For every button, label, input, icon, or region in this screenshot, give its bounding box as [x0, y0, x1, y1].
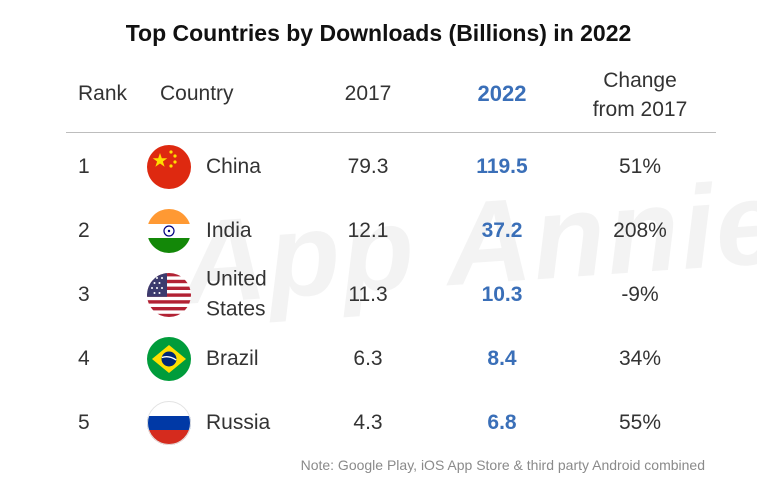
- value-2017-cell: 79.3: [347, 155, 389, 178]
- chart-title: Top Countries by Downloads (Billions) in…: [125, 20, 632, 46]
- country-cell: Brazil: [206, 346, 259, 370]
- value-2017-cell: 4.3: [353, 411, 383, 434]
- header-country: Country: [160, 82, 234, 105]
- russia-flag-icon: [147, 401, 191, 445]
- value-2017-cell: 12.1: [347, 219, 389, 242]
- china-flag-icon: [147, 145, 191, 189]
- country-cell: India: [206, 218, 252, 242]
- table-row: 5 Russia 4.3 6.8 55%: [0, 391, 757, 455]
- value-2022-cell: 8.4: [487, 347, 517, 370]
- change-cell: 34%: [618, 347, 662, 370]
- value-2022-cell: 10.3: [481, 283, 523, 306]
- rank-cell: 5: [78, 411, 90, 434]
- rank-cell: 3: [78, 283, 90, 306]
- india-flag-icon: [147, 209, 191, 253]
- header-change: Change from 2017: [585, 66, 695, 125]
- brazil-flag-icon: [147, 337, 191, 381]
- united-states-flag-icon: [147, 273, 191, 317]
- header-change-line1: Change: [603, 69, 677, 92]
- table-row: 2 India 12.1 37.2 208%: [0, 199, 757, 263]
- change-cell: 55%: [618, 411, 662, 434]
- country-line2: States: [206, 298, 266, 321]
- country-cell: China: [206, 154, 261, 178]
- value-2022-cell: 119.5: [476, 155, 528, 178]
- rank-cell: 2: [78, 219, 90, 242]
- header-rank: Rank: [78, 82, 128, 105]
- table-row: 4 Brazil 6.3 8.4 34%: [0, 327, 757, 391]
- header-2017: 2017: [344, 82, 392, 105]
- change-cell: 51%: [618, 155, 662, 178]
- value-2017-cell: 11.3: [348, 283, 388, 306]
- value-2022-cell: 6.8: [487, 411, 517, 434]
- value-2022-cell: 37.2: [481, 219, 523, 242]
- country-line1: United: [206, 267, 267, 291]
- footnote: Note: Google Play, iOS App Store & third…: [300, 457, 705, 473]
- rank-cell: 4: [78, 347, 90, 370]
- header-change-line2: from 2017: [592, 98, 688, 122]
- change-cell: -9%: [621, 283, 659, 306]
- header-divider: [66, 132, 716, 133]
- country-cell: Russia: [206, 410, 271, 434]
- table-row: 1 China 79.3 119.5 51%: [0, 135, 757, 199]
- change-cell: 208%: [613, 219, 667, 242]
- rank-cell: 1: [78, 155, 90, 178]
- header-2022: 2022: [477, 81, 527, 106]
- country-cell: United States: [206, 265, 267, 326]
- table-row: 3: [0, 263, 757, 327]
- value-2017-cell: 6.3: [353, 347, 383, 370]
